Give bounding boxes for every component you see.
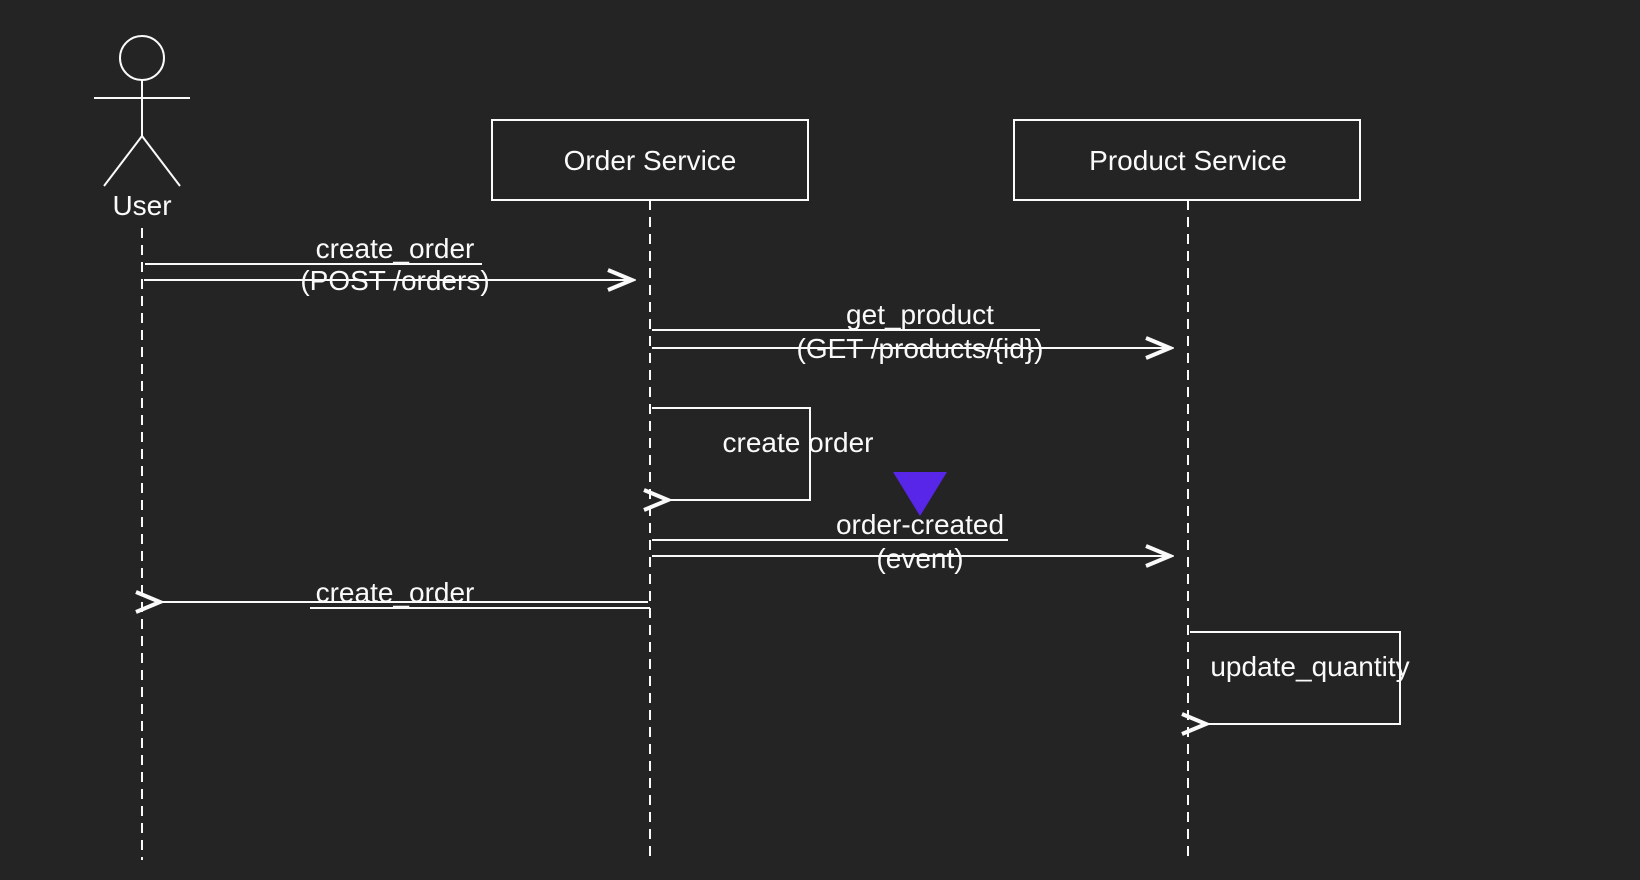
actor-leg-left (104, 136, 142, 186)
actor-label-product_service: Product Service (1089, 145, 1287, 176)
sequence-diagram: User Order Service Product Service create_… (0, 0, 1640, 880)
message-label-create_order_resp: create_order (316, 577, 475, 608)
message-label-create_order_self: create order (723, 427, 874, 458)
actor-head (120, 36, 164, 80)
message-label2-order_created_event: (event) (876, 543, 963, 574)
actor-label-order_service: Order Service (564, 145, 737, 176)
message-label2-get_product: (GET /products/{id}) (797, 333, 1044, 364)
message-label1-get_product: get_product (846, 299, 994, 330)
message-label2-create_order_req: (POST /orders) (300, 265, 489, 296)
actor-label-user: User (112, 190, 171, 221)
actor-leg-right (142, 136, 180, 186)
message-label-update_quantity_self: update_quantity (1210, 651, 1409, 682)
message-label1-create_order_req: create_order (316, 233, 475, 264)
